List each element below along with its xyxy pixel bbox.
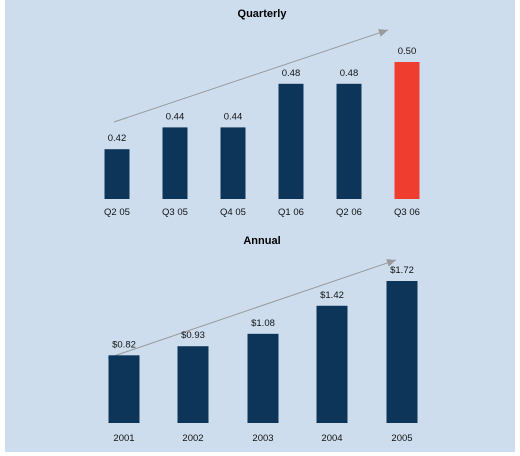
quarterly-category-label: Q2 05 xyxy=(104,207,130,218)
annual-chart: Annual $0.82 2001 $0.93 2002 $1.08 2003 $1.42 2… xyxy=(107,235,418,444)
quarterly-value-label: 0.50 xyxy=(398,46,417,57)
quarterly-value-label: 0.42 xyxy=(108,133,127,144)
annual-trend-line xyxy=(107,259,397,359)
quarterly-value-label: 0.44 xyxy=(166,111,185,122)
annual-category-label: 2002 xyxy=(182,433,203,444)
quarterly-bar xyxy=(278,83,304,199)
quarterly-category-label: Q3 06 xyxy=(394,207,420,218)
annual-value-label: $1.08 xyxy=(251,318,275,329)
quarterly-category-label: Q2 06 xyxy=(336,207,362,218)
quarterly-bar xyxy=(104,149,130,199)
quarterly-title: Quarterly xyxy=(238,8,288,20)
quarterly-value-label: 0.48 xyxy=(340,68,359,79)
annual-value-label: $1.72 xyxy=(390,265,414,276)
annual-category-label: 2005 xyxy=(391,433,412,444)
quarterly-bar xyxy=(220,127,246,199)
annual-category-label: 2003 xyxy=(252,433,273,444)
annual-bar xyxy=(316,305,348,423)
annual-bar xyxy=(108,355,140,423)
annual-value-label: $1.42 xyxy=(320,290,344,301)
quarterly-category-label: Q1 06 xyxy=(278,207,304,218)
quarterly-category-label: Q4 05 xyxy=(220,207,246,218)
annual-title: Annual xyxy=(243,235,280,247)
annual-bar xyxy=(247,333,279,423)
quarterly-trend-line xyxy=(113,29,389,123)
quarterly-chart: Quarterly 0.42 Q2 05 0.44 Q3 05 0.44 Q4 05 0.4… xyxy=(104,8,420,218)
annual-category-label: 2004 xyxy=(321,433,342,444)
annual-value-label: $0.82 xyxy=(112,339,136,350)
annual-bar xyxy=(177,346,209,423)
quarterly-bar xyxy=(162,127,188,199)
annual-category-label: 2001 xyxy=(113,433,134,444)
annual-bar xyxy=(386,281,418,423)
quarterly-category-label: Q3 05 xyxy=(162,207,188,218)
quarterly-bar xyxy=(336,83,362,199)
annual-trend-arrowhead-icon xyxy=(386,259,396,267)
quarterly-value-label: 0.48 xyxy=(282,68,301,79)
quarterly-trend-arrowhead-icon xyxy=(378,29,388,37)
quarterly-bar xyxy=(394,62,420,199)
annual-value-label: $0.93 xyxy=(181,330,205,341)
quarterly-value-label: 0.44 xyxy=(224,111,243,122)
